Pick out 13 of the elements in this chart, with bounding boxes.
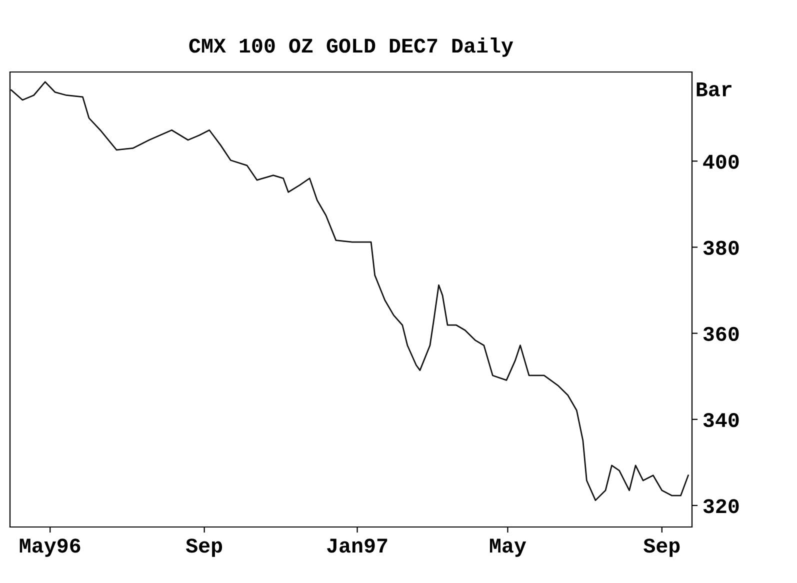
y-tick-label: 360 [703,326,739,342]
y-tick-label: 400 [703,154,739,169]
x-tick-label: May [490,538,526,557]
y-axis-title: Bar [696,82,732,96]
chart-title: CMX 100 OZ GOLD DEC7 Daily [189,37,514,57]
y-tick-label: 340 [703,412,739,428]
y-tick-label: 380 [703,240,739,255]
x-tick-label: Jan97 [327,538,388,553]
line-series [10,81,689,502]
x-tick-label: May96 [20,538,80,557]
x-tick-label: Sep [186,538,222,557]
x-tick-label: Sep [644,538,680,557]
y-tick-label: 320 [703,499,739,514]
